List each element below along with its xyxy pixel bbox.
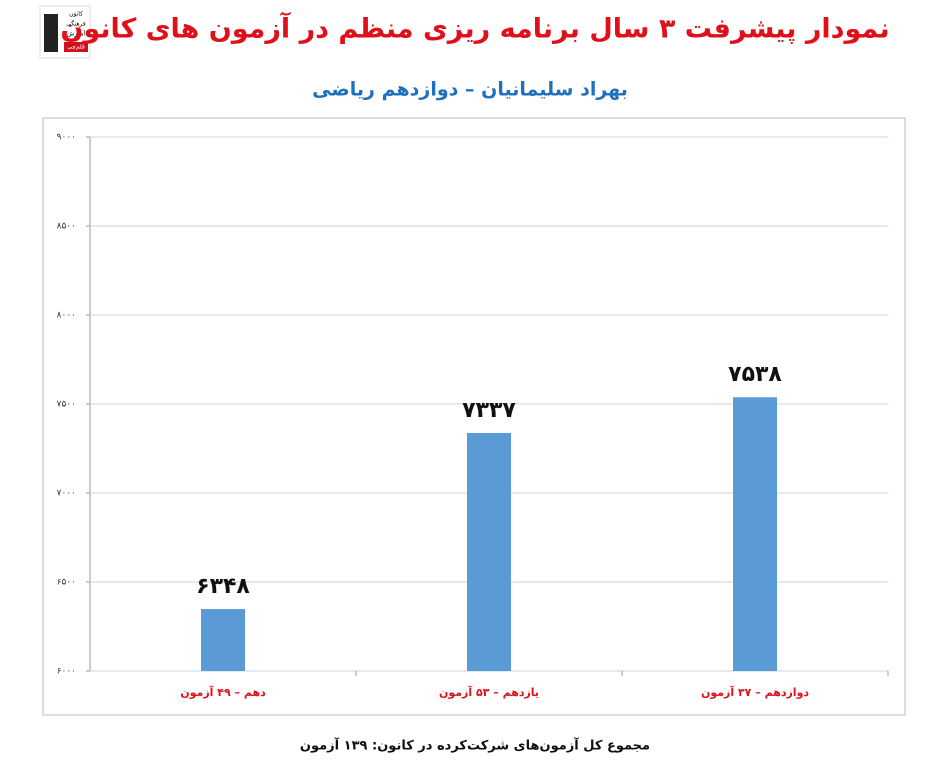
y-tick-label: ۶۵۰۰ <box>57 578 76 588</box>
y-tick-label: ۸۰۰۰ <box>57 311 76 321</box>
logo-text: فرهنگی <box>66 20 86 28</box>
logo: کانون فرهنگی آموزش قلم‌چی <box>39 5 91 59</box>
y-tick-label: ۷۵۰۰ <box>57 400 76 410</box>
footnote: مجموع کل آزمون‌های شرکت‌کرده در کانون: ۱… <box>300 737 650 754</box>
y-tick-label: ۹۰۰۰ <box>57 133 76 143</box>
logo-text: کانون <box>69 11 83 18</box>
x-tick-label: دهم – ۴۹ آزمون <box>180 685 266 699</box>
value-label: ۶۳۴۸ <box>196 574 250 599</box>
logo-badge <box>64 42 88 52</box>
bar <box>467 433 511 671</box>
chart-title: نمودار پیشرفت ۳ سال برنامه ریزی منظم در … <box>60 12 889 45</box>
value-label: ۷۵۳۸ <box>728 362 782 387</box>
x-tick-label: دوازدهم – ۳۷ آزمون <box>701 685 809 699</box>
logo-text: قلم‌چی <box>67 44 85 51</box>
bar <box>733 397 777 671</box>
logo-text: آموزش <box>67 29 86 38</box>
y-tick-label: ۶۰۰۰ <box>57 667 76 677</box>
y-tick-label: ۸۵۰۰ <box>57 222 76 232</box>
x-tick-label: یازدهم – ۵۳ آزمون <box>439 685 539 699</box>
y-tick-label: ۷۰۰۰ <box>57 489 76 499</box>
chart-subtitle: بهراد سلیمانیان – دوازدهم ریاضی <box>312 79 628 101</box>
value-label: ۷۳۳۷ <box>462 398 516 423</box>
plot-frame <box>42 117 906 716</box>
logo-figure <box>44 14 58 52</box>
bar <box>201 609 245 671</box>
